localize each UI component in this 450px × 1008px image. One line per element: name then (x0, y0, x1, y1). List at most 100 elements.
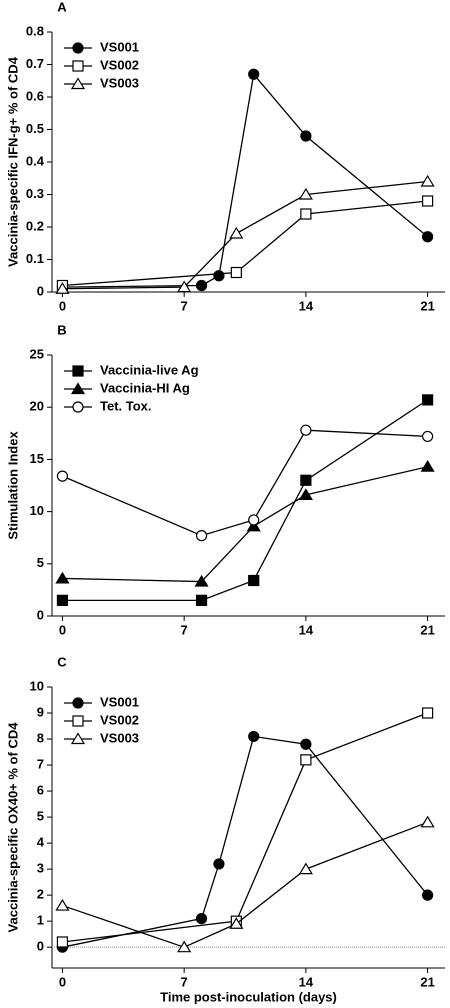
x-tick-label: 14 (299, 298, 314, 313)
legend-label: Vaccinia-live Ag (100, 362, 199, 377)
legend-marker (72, 42, 84, 54)
y-tick-label: 0.4 (26, 153, 45, 168)
marker (422, 707, 434, 719)
x-tick-label: 0 (59, 298, 66, 313)
series-line (62, 72, 429, 288)
marker (422, 430, 434, 443)
marker (195, 530, 208, 542)
marker (213, 270, 225, 282)
legend-label: VS001 (100, 39, 139, 54)
y-axis-label: Vaccinia-specific OX40+ % of CD4 (5, 722, 20, 933)
marker (420, 174, 435, 187)
marker (248, 574, 260, 587)
y-tick-label: 25 (30, 346, 44, 361)
y-tick-label: 0.2 (26, 218, 44, 233)
y-tick-label: 0.1 (26, 251, 44, 266)
y-tick-label: 8 (37, 730, 44, 745)
x-axis-label: Time post-inoculation (days) (160, 989, 337, 1004)
marker (248, 730, 260, 743)
legend-label: Vaccinia-HI Ag (100, 380, 190, 395)
marker (229, 226, 244, 239)
legend-marker (72, 365, 84, 377)
marker (422, 394, 434, 406)
legend-label: VS001 (100, 694, 139, 709)
y-tick-label: 0 (37, 607, 44, 622)
marker (300, 738, 312, 750)
legend-marker (72, 60, 84, 72)
marker (298, 187, 313, 200)
legend-label: VS003 (100, 730, 139, 745)
legend-label: VS002 (100, 57, 139, 72)
y-tick-label: 4 (37, 835, 45, 850)
marker (422, 231, 434, 243)
marker (177, 280, 192, 293)
marker (420, 815, 435, 828)
x-tick-label: 21 (420, 298, 434, 313)
y-axis-label: Vaccinia-specific IFN-g+ % of CD4 (5, 56, 20, 267)
y-tick-label: 5 (37, 555, 44, 570)
marker (248, 68, 260, 80)
legend-marker (70, 77, 86, 90)
y-tick-label: 5 (37, 809, 44, 824)
x-tick-label: 7 (181, 298, 188, 313)
marker (300, 208, 312, 220)
y-tick-label: 0.6 (26, 88, 44, 103)
y-tick-label: 0.5 (26, 121, 44, 136)
marker (248, 514, 260, 526)
legend-marker (72, 715, 84, 727)
marker (229, 917, 244, 929)
marker (55, 571, 70, 584)
panel-label: C (57, 654, 67, 669)
legend-label: VS002 (100, 712, 139, 727)
legend-marker (70, 382, 86, 395)
series-line (62, 466, 428, 583)
panel-label: A (57, 0, 67, 14)
x-tick-label: 7 (181, 974, 188, 989)
marker (300, 130, 312, 142)
marker (55, 898, 70, 911)
y-tick-label: 0.8 (26, 23, 44, 38)
x-tick-label: 0 (59, 622, 66, 637)
marker (298, 488, 313, 500)
marker (230, 266, 242, 279)
y-tick-label: 6 (37, 783, 44, 798)
marker (195, 279, 208, 292)
x-tick-label: 14 (299, 622, 314, 637)
marker (422, 195, 434, 207)
y-tick-label: 10 (30, 503, 44, 518)
legend-label: Tet. Tox. (100, 398, 152, 413)
x-tick-label: 14 (299, 974, 314, 989)
marker (55, 282, 70, 294)
marker (195, 594, 208, 606)
marker (177, 940, 192, 953)
marker (300, 474, 312, 486)
series-line (62, 429, 428, 537)
legend-label: VS003 (100, 75, 139, 90)
y-tick-label: 0.3 (26, 186, 44, 201)
y-tick-label: 15 (30, 451, 44, 466)
x-tick-label: 0 (59, 974, 66, 989)
y-tick-label: 10 (30, 678, 44, 693)
y-tick-label: 0 (37, 939, 44, 954)
series-line (62, 821, 428, 948)
marker (298, 862, 313, 875)
marker (420, 460, 435, 472)
x-tick-label: 21 (420, 622, 434, 637)
y-tick-label: 0.7 (26, 56, 44, 71)
marker (246, 519, 261, 532)
y-tick-label: 3 (37, 861, 44, 876)
marker (195, 912, 208, 925)
y-tick-label: 7 (37, 756, 44, 771)
marker (213, 858, 225, 870)
marker (194, 574, 209, 587)
x-tick-label: 21 (420, 974, 434, 989)
series-line (62, 200, 428, 287)
marker (56, 470, 69, 482)
series-line (62, 735, 429, 948)
series-line (62, 712, 428, 943)
y-tick-label: 20 (30, 399, 44, 414)
marker (56, 936, 69, 948)
panel-label: B (57, 322, 66, 337)
marker (422, 889, 434, 901)
